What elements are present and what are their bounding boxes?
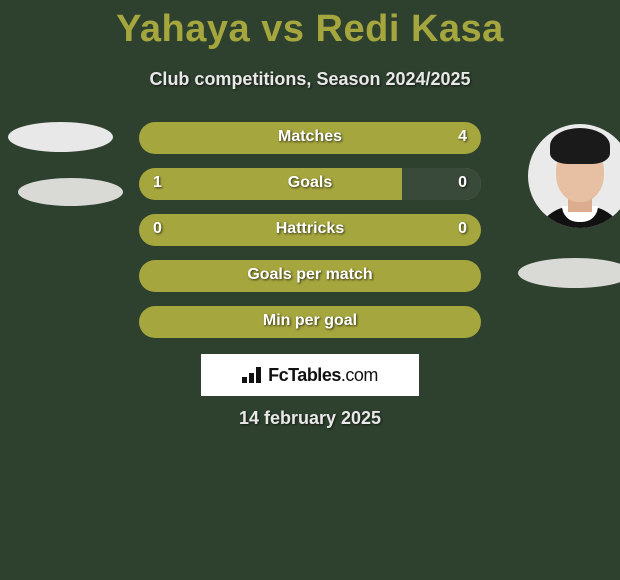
branding-text: FcTables.com	[268, 365, 378, 386]
stat-bar: 0Hattricks0	[139, 214, 481, 246]
branding-site: FcTables	[268, 365, 341, 385]
player-right-avatar	[528, 124, 620, 228]
player-left-avatar	[8, 122, 113, 152]
stat-label: Matches	[139, 128, 481, 146]
comparison-card: Yahaya vs Redi Kasa Club competitions, S…	[0, 0, 620, 580]
stat-value-right: 0	[458, 220, 467, 238]
stat-bars: Matches41Goals00Hattricks0Goals per matc…	[139, 122, 481, 352]
branding-logo: FcTables.com	[201, 354, 419, 396]
stat-label: Hattricks	[139, 220, 481, 238]
branding-suffix: .com	[341, 365, 378, 385]
stat-label: Goals	[139, 174, 481, 192]
stat-bar: Min per goal	[139, 306, 481, 338]
footer-date: 14 february 2025	[0, 408, 620, 429]
bar-chart-icon	[242, 367, 262, 383]
player-right-shadow	[518, 258, 620, 288]
stat-label: Goals per match	[139, 266, 481, 284]
stat-value-right: 4	[458, 128, 467, 146]
subtitle: Club competitions, Season 2024/2025	[0, 69, 620, 90]
stat-label: Min per goal	[139, 312, 481, 330]
stat-bar: Goals per match	[139, 260, 481, 292]
player-left-shadow	[18, 178, 123, 206]
page-title: Yahaya vs Redi Kasa	[0, 0, 620, 51]
stat-value-right: 0	[458, 174, 467, 192]
stat-bar: 1Goals0	[139, 168, 481, 200]
stat-bar: Matches4	[139, 122, 481, 154]
